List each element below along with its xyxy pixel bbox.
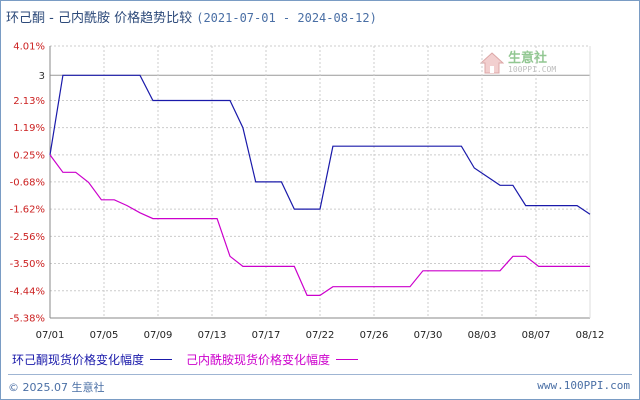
x-tick-label: 08/12 xyxy=(576,330,605,341)
y-tick-label: -5.38% xyxy=(10,314,45,325)
x-tick-label: 07/13 xyxy=(198,330,227,341)
series-line-2 xyxy=(49,154,590,296)
x-tick-label: 07/30 xyxy=(414,330,443,341)
y-tick-label: -3.50% xyxy=(10,259,45,270)
axis-layer xyxy=(49,46,591,319)
x-tick-label: 07/05 xyxy=(90,330,119,341)
chart-title: 环己酮 - 己内酰胺 价格趋势比较 (2021-07-01 - 2024-08-… xyxy=(6,7,377,26)
legend-swatch-series2 xyxy=(336,359,359,360)
series-line-1 xyxy=(49,74,591,215)
series-layer xyxy=(49,74,591,296)
legend: 环己酮现货价格变化幅度 己内酰胺现货价格变化幅度 xyxy=(12,351,359,368)
y-tick-label: -1.62% xyxy=(10,205,45,216)
grid-layer xyxy=(49,45,591,319)
x-tick-label: 08/07 xyxy=(522,330,551,341)
x-tick-label: 08/03 xyxy=(468,330,497,341)
chart-title-range: (2021-07-01 - 2024-08-12) xyxy=(196,11,377,25)
y-tick-label: 2.13% xyxy=(13,96,45,107)
legend-item-series1: 环己酮现货价格变化幅度 xyxy=(12,351,173,368)
x-tick-label: 07/01 xyxy=(36,330,65,341)
y-tick-label: 1.19% xyxy=(13,123,45,134)
y-tick-label: -0.68% xyxy=(10,177,45,188)
watermark-sub: 100PPI.COM xyxy=(508,65,557,74)
x-tick-label: 07/17 xyxy=(252,330,281,341)
legend-label-series1: 环己酮现货价格变化幅度 xyxy=(12,353,145,367)
legend-swatch-series1 xyxy=(150,359,173,360)
x-tick-label: 07/22 xyxy=(306,330,335,341)
y-tick-label: -2.56% xyxy=(10,232,45,243)
footer-url[interactable]: www.100PPI.com xyxy=(537,379,630,392)
footer-copyright: © 2025.07 生意社 xyxy=(8,381,105,394)
line-chart: 4.01% 3 2.13% 1.19% 0.25% -0.68% -1.62% -2.56% -… xyxy=(10,42,605,342)
legend-item-series2: 己内酰胺现货价格变化幅度 xyxy=(186,351,359,368)
y-tick-label: -4.44% xyxy=(10,286,45,297)
x-tick-labels: 07/01 07/05 07/09 07/13 07/17 07/22 07/26 07/30… xyxy=(36,330,605,341)
footer-divider xyxy=(8,374,632,375)
y-tick-label: 0.25% xyxy=(13,150,45,161)
watermark-text: 生意社 xyxy=(508,51,548,66)
x-tick-label: 07/09 xyxy=(144,330,173,341)
y-tick-label: 4.01% xyxy=(13,42,45,53)
legend-label-series2: 己内酰胺现货价格变化幅度 xyxy=(186,353,331,367)
y-tick-label: 3 xyxy=(39,71,45,82)
y-tick-labels: 4.01% 3 2.13% 1.19% 0.25% -0.68% -1.62% -2.56% -… xyxy=(10,42,45,325)
x-tick-label: 07/26 xyxy=(360,330,389,341)
chart-title-main: 环己酮 - 己内酰胺 价格趋势比较 xyxy=(6,11,193,26)
watermark-logo: 生意社 100PPI.COM xyxy=(480,52,556,74)
